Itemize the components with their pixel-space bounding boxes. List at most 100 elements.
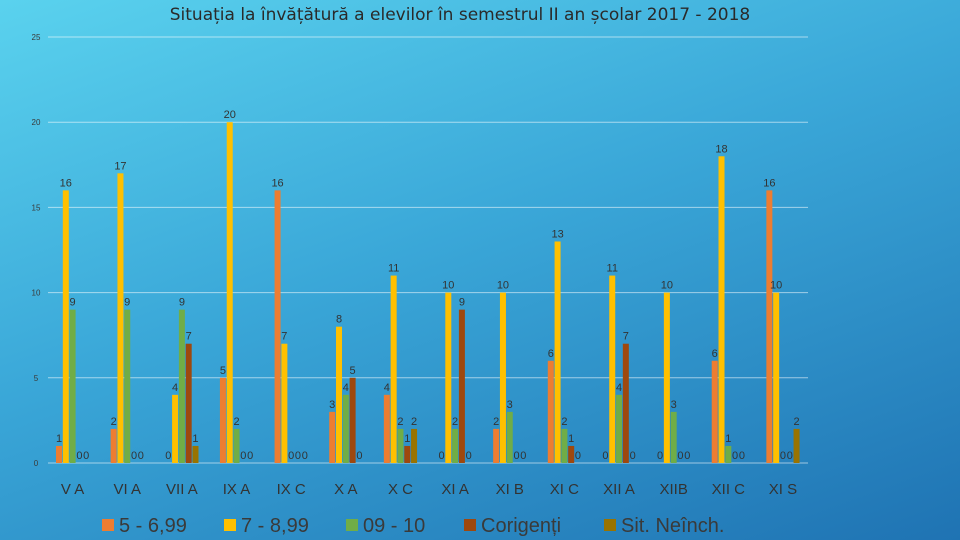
legend: 5 - 6,99 7 - 8,99 09 - 10 Corigenți Sit. Neî… [102, 515, 724, 537]
x-tick-label: XII A [603, 481, 635, 498]
data-label: 0 [602, 450, 608, 462]
legend-swatch [346, 519, 358, 531]
data-label: 0 [247, 450, 253, 462]
bar-Corigenți [185, 343, 192, 463]
data-label: 0 [513, 450, 519, 462]
bar-7 - 8,99 [663, 292, 670, 463]
data-label: 0 [780, 450, 786, 462]
bar-7 - 8,99 [62, 190, 69, 464]
data-label: 0 [575, 450, 581, 462]
bar-09 - 10 [616, 394, 623, 463]
data-label: 0 [684, 450, 690, 462]
data-label: 4 [384, 382, 390, 394]
bar-7 - 8,99 [718, 156, 725, 463]
bar-09 - 10 [725, 445, 732, 463]
x-tick-label: IX A [223, 481, 251, 498]
bar-Corigenți [404, 445, 411, 463]
data-label: 0 [732, 450, 738, 462]
data-label: 6 [712, 348, 718, 360]
chart-title: Situația la învățătură a elevilor în sem… [170, 5, 750, 25]
x-tick-label: X C [388, 481, 413, 498]
data-label: 2 [397, 416, 403, 428]
bar-7 - 8,99 [226, 122, 233, 463]
data-label: 6 [548, 348, 554, 360]
y-tick-label: 0 [34, 459, 39, 468]
x-tick-label: VII A [166, 481, 198, 498]
data-label: 0 [466, 450, 472, 462]
bar-5 - 6,99 [547, 360, 554, 463]
legend-swatch [102, 519, 114, 531]
data-label: 4 [616, 382, 622, 394]
bar-5 - 6,99 [56, 445, 62, 463]
data-label: 0 [131, 450, 137, 462]
x-tick-label: XI A [441, 481, 469, 498]
bar-7 - 8,99 [117, 173, 124, 463]
legend-label: 7 - 8,99 [241, 515, 309, 537]
data-label: 7 [623, 331, 629, 343]
data-label: 11 [607, 263, 618, 275]
bars [56, 122, 800, 464]
legend-swatch [224, 519, 236, 531]
bar-5 - 6,99 [274, 190, 281, 464]
bar-5 - 6,99 [493, 428, 500, 463]
data-label: 0 [787, 450, 793, 462]
data-label: 0 [739, 450, 745, 462]
data-label: 0 [295, 450, 301, 462]
data-label: 0 [677, 450, 683, 462]
legend-label: Corigenți [481, 515, 561, 537]
data-label: 2 [111, 416, 117, 428]
x-tick-label: V A [61, 481, 84, 498]
data-label: 10 [442, 280, 454, 292]
data-label: 16 [763, 177, 775, 189]
x-tick-label: XI B [496, 481, 524, 498]
data-label: 7 [281, 331, 287, 343]
bar-7 - 8,99 [609, 275, 616, 463]
data-label: 9 [179, 297, 185, 309]
bar-7 - 8,99 [390, 275, 397, 463]
data-label: 0 [657, 450, 663, 462]
bar-Corigenți [349, 377, 356, 463]
data-label: 0 [138, 450, 144, 462]
bar-Sit. Neînch. [793, 428, 800, 463]
bar-5 - 6,99 [383, 394, 390, 463]
x-tick-label: X A [334, 481, 357, 498]
bar-09 - 10 [506, 411, 513, 463]
data-label: 2 [493, 416, 499, 428]
bar-7 - 8,99 [554, 241, 561, 463]
bar-Corigenți [568, 445, 575, 463]
data-label: 10 [770, 280, 782, 292]
bar-Corigenți [458, 309, 465, 463]
data-label: 16 [271, 177, 283, 189]
data-label: 0 [165, 450, 171, 462]
bar-09 - 10 [561, 428, 568, 463]
x-tick-label: XI C [550, 481, 579, 498]
data-label: 5 [220, 365, 226, 377]
data-label: 0 [630, 450, 636, 462]
data-label: 3 [671, 399, 677, 411]
data-label: 2 [411, 416, 417, 428]
data-label: 0 [520, 450, 526, 462]
legend-label: 5 - 6,99 [119, 515, 187, 537]
x-tick-label: VI A [113, 481, 141, 498]
y-tick-label: 20 [32, 118, 41, 127]
data-label: 9 [124, 297, 130, 309]
bar-7 - 8,99 [281, 343, 288, 463]
data-label: 0 [76, 450, 82, 462]
data-label: 8 [336, 314, 342, 326]
bar-7 - 8,99 [336, 326, 343, 463]
bar-5 - 6,99 [766, 190, 773, 464]
data-label: 2 [561, 416, 567, 428]
bar-5 - 6,99 [329, 411, 336, 463]
data-label: 7 [186, 331, 192, 343]
y-tick-label: 15 [32, 203, 41, 212]
bar-5 - 6,99 [110, 428, 117, 463]
data-label: 9 [70, 297, 76, 309]
y-axis-ticks: 0 5 10 15 20 25 [32, 33, 41, 468]
data-label: 3 [329, 399, 335, 411]
data-label: 16 [60, 177, 72, 189]
bar-09 - 10 [452, 428, 459, 463]
y-tick-label: 10 [32, 289, 41, 298]
legend-swatch [604, 519, 616, 531]
bar-09 - 10 [178, 309, 185, 463]
